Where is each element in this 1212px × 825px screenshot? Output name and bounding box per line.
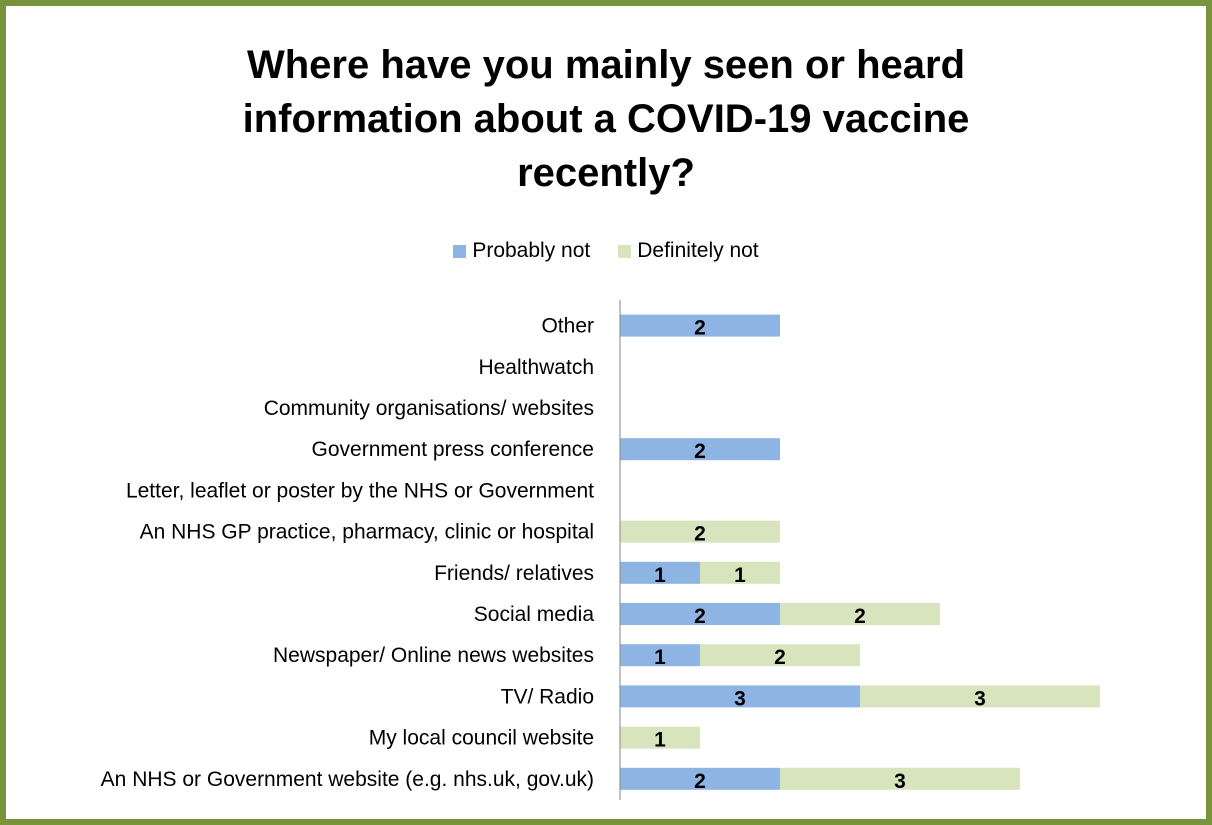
category-label: Letter, leaflet or poster by the NHS or … xyxy=(126,479,594,502)
bar-probably-not xyxy=(620,767,780,790)
title-line-1: Where have you mainly seen or heard xyxy=(246,43,966,87)
data-label: 2 xyxy=(694,317,706,340)
data-label: 2 xyxy=(694,523,706,546)
category-label: Social media xyxy=(474,603,595,626)
bar-definitely-not xyxy=(700,561,780,584)
bar-definitely-not xyxy=(780,603,940,625)
bar-definitely-not xyxy=(780,767,1020,790)
bar-definitely-not xyxy=(620,726,700,749)
category-label: An NHS GP practice, pharmacy, clinic or … xyxy=(140,521,594,544)
legend-item-definitely-not: Definitely not xyxy=(618,239,759,263)
bar-probably-not xyxy=(620,561,700,584)
bar-probably-not xyxy=(620,603,780,625)
data-label: 1 xyxy=(654,729,666,752)
data-label: 1 xyxy=(654,646,666,669)
bar-probably-not xyxy=(620,685,860,708)
data-label: 2 xyxy=(694,440,706,463)
legend-label-probably-not: Probably not xyxy=(472,239,591,262)
legend-swatch-probably-not xyxy=(453,244,467,258)
legend-swatch-definitely-not xyxy=(618,244,632,258)
title-line-2: information about a COVID-19 vaccine xyxy=(242,97,970,141)
category-label: Community organisations/ websites xyxy=(264,397,594,420)
data-label: 1 xyxy=(734,564,746,587)
data-label: 2 xyxy=(854,605,866,628)
category-label: Newspaper/ Online news websites xyxy=(273,644,594,667)
bar-definitely-not xyxy=(860,685,1100,708)
bar-probably-not xyxy=(620,438,780,461)
bar-probably-not xyxy=(620,644,700,667)
category-label: My local council website xyxy=(369,727,594,750)
title-line-3: recently? xyxy=(517,151,695,195)
category-label: Healthwatch xyxy=(478,356,594,379)
chart-title: Where have you mainly seen or heard info… xyxy=(0,38,1212,200)
bar-definitely-not xyxy=(700,644,860,667)
category-label: Other xyxy=(541,315,594,338)
legend-item-probably-not: Probably not xyxy=(453,239,590,263)
data-label: 2 xyxy=(694,770,706,793)
category-label: Government press conference xyxy=(312,438,594,461)
data-label: 3 xyxy=(734,687,746,710)
data-label: 3 xyxy=(974,687,986,710)
category-label: An NHS or Government website (e.g. nhs.u… xyxy=(101,768,594,791)
data-label: 3 xyxy=(894,770,906,793)
data-label: 1 xyxy=(654,564,666,587)
category-label: Friends/ relatives xyxy=(434,562,594,585)
bar-definitely-not xyxy=(620,520,780,543)
data-label: 2 xyxy=(694,605,706,628)
legend-label-definitely-not: Definitely not xyxy=(637,239,759,262)
category-label: TV/ Radio xyxy=(501,685,594,708)
bar-probably-not xyxy=(620,314,780,337)
legend: Probably not Definitely not xyxy=(0,239,1212,263)
data-label: 2 xyxy=(774,646,786,669)
